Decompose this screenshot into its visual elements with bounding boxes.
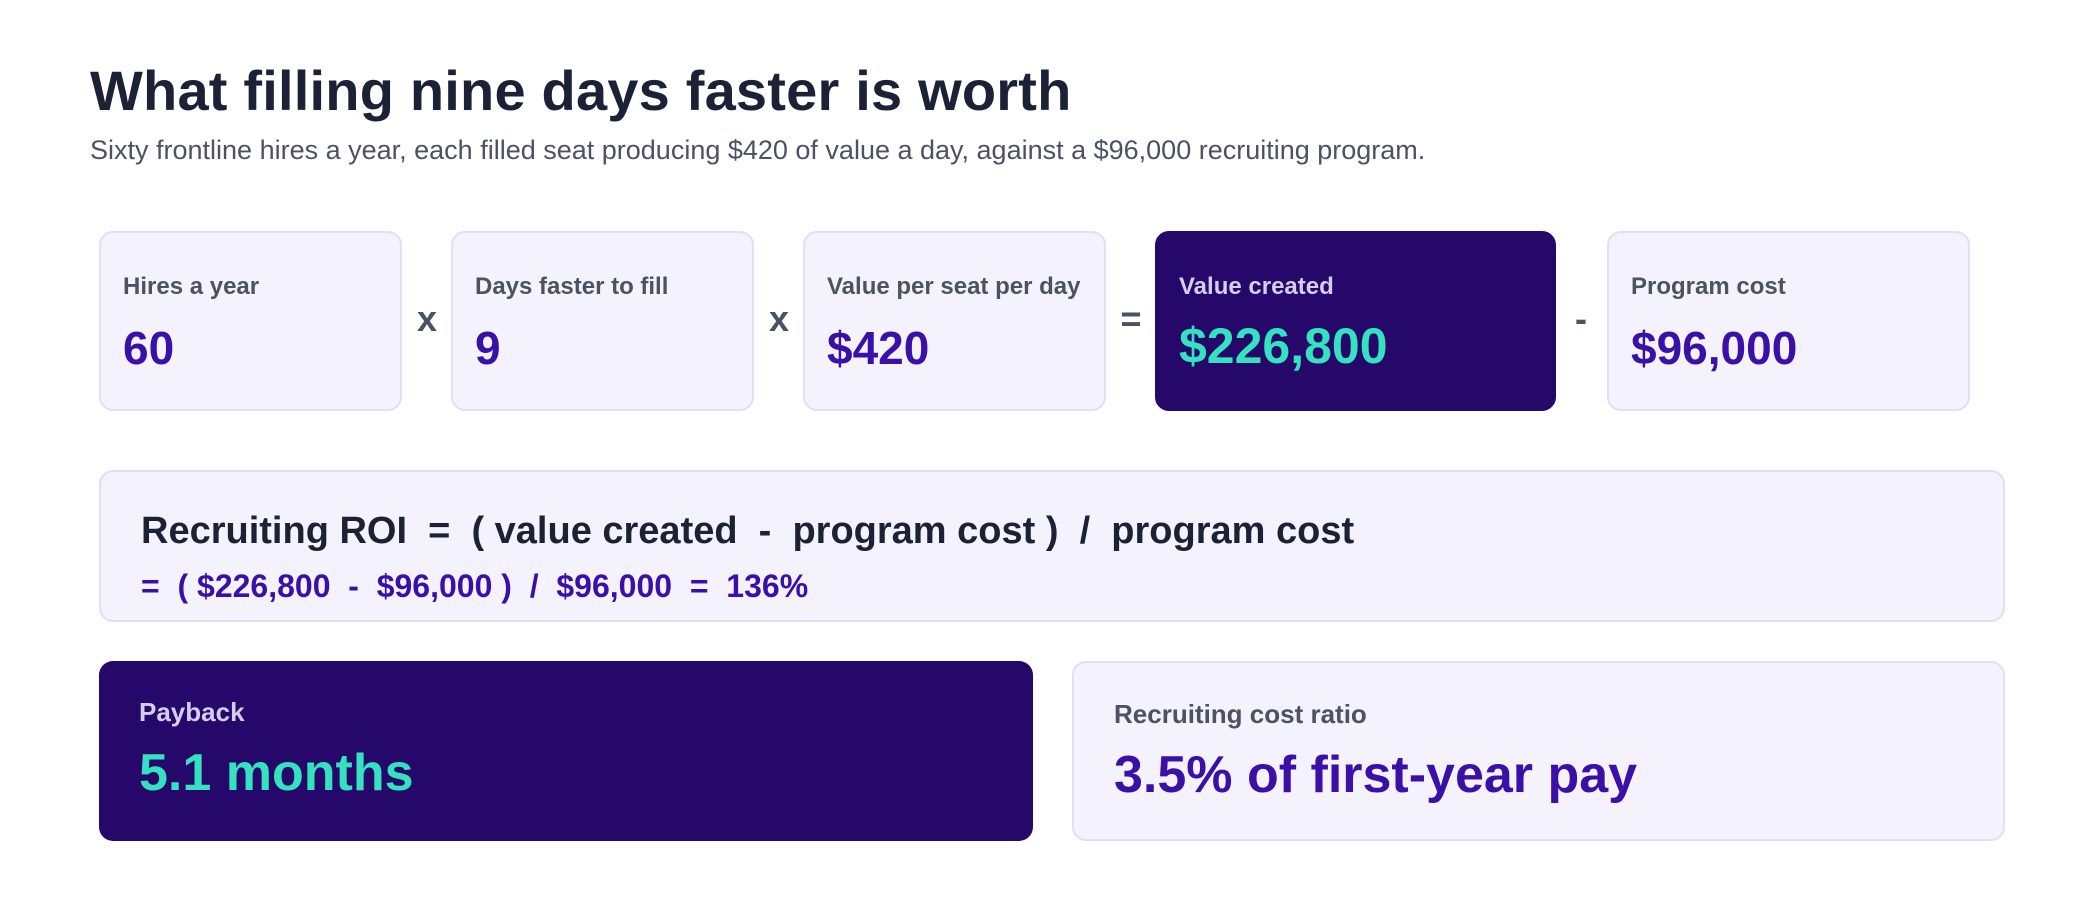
cost-ratio-value: 3.5% of first-year pay xyxy=(1114,746,1638,804)
days-faster-card: Days faster to fill 9 xyxy=(451,231,754,411)
value-per-seat-label: Value per seat per day xyxy=(827,273,1081,300)
equals-operator: = xyxy=(1120,298,1142,339)
hires-per-year-card: Hires a year 60 xyxy=(99,231,402,411)
cost-ratio-card: Recruiting cost ratio 3.5% of first-year… xyxy=(1072,661,2005,841)
program-cost-card: Program cost $96,000 xyxy=(1607,231,1970,411)
roi-formula-calculation: = ( $226,800 - $96,000 ) / $96,000 = 136… xyxy=(141,568,809,604)
payback-label: Payback xyxy=(139,697,245,727)
days-faster-label: Days faster to fill xyxy=(475,273,669,300)
cost-ratio-label: Recruiting cost ratio xyxy=(1114,699,1367,729)
payback-value: 5.1 months xyxy=(139,744,414,802)
multiply-operator: x xyxy=(768,298,790,339)
roi-formula-panel: Recruiting ROI = ( value created - progr… xyxy=(99,470,2005,622)
multiply-operator: x xyxy=(416,298,438,339)
minus-operator: - xyxy=(1575,298,1587,339)
value-per-seat-card: Value per seat per day $420 xyxy=(803,231,1106,411)
hires-per-year-label: Hires a year xyxy=(123,273,260,300)
value-created-value: $226,800 xyxy=(1179,318,1388,374)
page-subtitle: Sixty frontline hires a year, each fille… xyxy=(90,135,1426,165)
roi-formula-expression: Recruiting ROI = ( value created - progr… xyxy=(141,510,1355,552)
value-per-seat-value: $420 xyxy=(827,322,930,374)
page-title: What filling nine days faster is worth xyxy=(90,59,1072,122)
value-created-card: Value created $226,800 xyxy=(1155,231,1556,411)
payback-card: Payback 5.1 months xyxy=(99,661,1033,841)
days-faster-value: 9 xyxy=(475,322,501,374)
program-cost-value: $96,000 xyxy=(1631,322,1798,374)
hires-per-year-value: 60 xyxy=(123,322,175,374)
program-cost-label: Program cost xyxy=(1631,273,1786,300)
value-created-label: Value created xyxy=(1179,273,1334,300)
